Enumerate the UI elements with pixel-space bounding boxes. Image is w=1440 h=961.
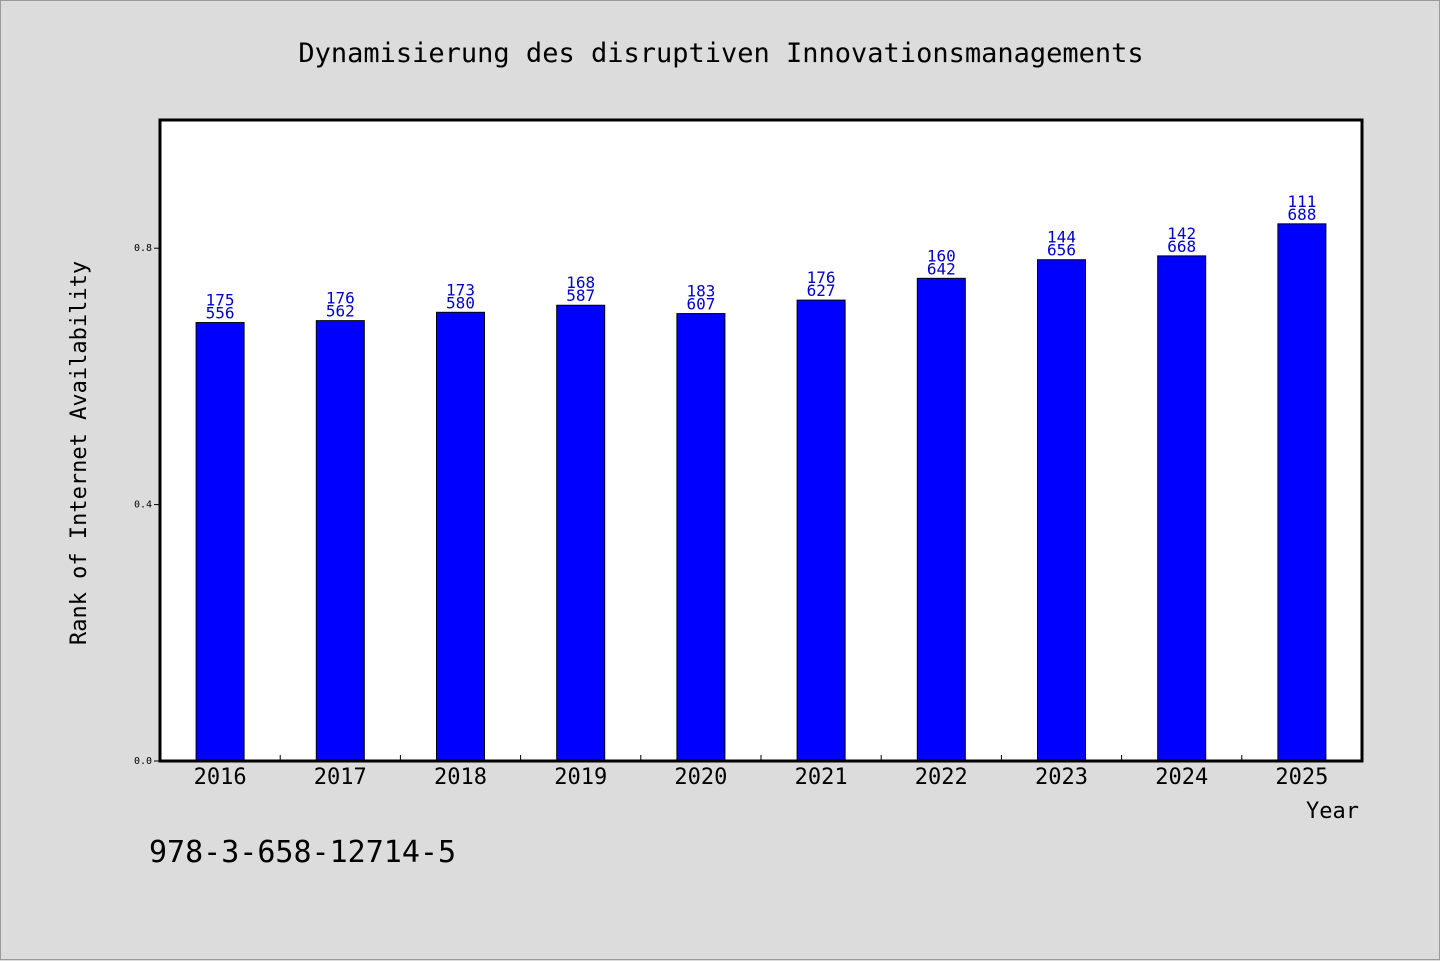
bar-value-label: 111	[1287, 192, 1316, 211]
bar-value-label: 642	[927, 259, 956, 278]
bar-2019	[556, 304, 606, 762]
x-tick-label: 2017	[314, 765, 367, 790]
bar-value-label: 627	[807, 281, 836, 300]
bar-value-label: 580	[446, 293, 475, 312]
bar-2025	[1277, 223, 1327, 762]
bar-2024	[1157, 255, 1207, 762]
x-tick-label: 2023	[1035, 765, 1088, 790]
x-tick-label: 2018	[434, 765, 487, 790]
bar-value-label: 168	[566, 273, 595, 292]
y-axis-ticks: 0.0 0.4 0.8	[134, 243, 160, 767]
bar-value-label: 556	[206, 304, 235, 323]
x-axis-label: Year	[1306, 799, 1359, 824]
isbn-text: 978-3-658-12714-5	[149, 835, 457, 870]
bar-2016	[195, 322, 245, 762]
bar-2023	[1037, 259, 1086, 762]
bar-2018	[436, 311, 485, 762]
bar-value-label: 160	[927, 246, 956, 265]
bar-value-label: 175	[206, 291, 235, 310]
x-tick-label: 2024	[1155, 765, 1208, 790]
bar-value-label: 173	[446, 280, 475, 299]
x-tick-label: 2025	[1275, 765, 1328, 790]
y-tick-label: 0.4	[134, 500, 152, 511]
x-tick-label: 2016	[194, 765, 247, 790]
bars-group	[195, 223, 1327, 762]
plot-frame	[158, 118, 1364, 763]
bar-value-label: 656	[1047, 241, 1076, 260]
bar-value-label: 607	[686, 295, 715, 314]
x-tick-label: 2019	[554, 765, 607, 790]
bar-2017	[315, 320, 365, 762]
bar-value-label: 688	[1287, 205, 1316, 224]
bar-value-label: 176	[807, 268, 836, 287]
bar-value-label: 562	[326, 302, 355, 321]
bar-value-label: 587	[566, 286, 595, 305]
chart-title: Dynamisierung des disruptiven Innovation…	[298, 38, 1143, 69]
bar-value-label: 183	[686, 282, 715, 301]
bar-value-label: 144	[1047, 228, 1076, 247]
y-tick-label: 0.8	[134, 243, 152, 254]
bar-2022	[916, 277, 966, 762]
bar-value-label: 142	[1167, 224, 1196, 243]
x-tick-label: 2021	[795, 765, 848, 790]
bar-value-label: 668	[1167, 237, 1196, 256]
y-axis-label: Rank of Internet Availability	[67, 261, 92, 645]
y-tick-label: 0.0	[134, 756, 152, 767]
x-tick-label: 2022	[915, 765, 968, 790]
x-tick-label: 2020	[674, 765, 727, 790]
bar-2021	[796, 299, 846, 762]
bar-value-label: 176	[326, 289, 355, 308]
bar-2020	[676, 313, 726, 762]
x-axis-ticks: 2016 2017 2018 2019 2020 2021 2022 2023 2024 2025	[194, 755, 1328, 790]
